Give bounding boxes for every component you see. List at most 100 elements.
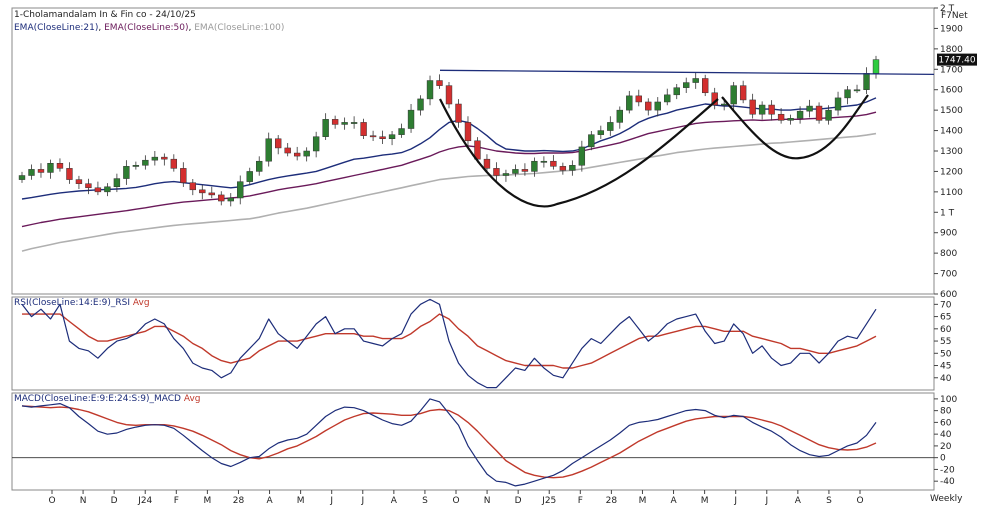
price-tick-label: 1200 [940, 167, 963, 177]
rsi-tick-label: 40 [940, 374, 952, 384]
pattern-annotations [439, 69, 935, 208]
rsi-panel-frame [11, 296, 935, 391]
candle-body [815, 105, 823, 121]
price-tick-label: 1900 [940, 24, 963, 34]
candle-body [664, 94, 671, 103]
price-tick-label: 1800 [940, 45, 963, 55]
price-y-axis: 2 T 1900 1800 1700 1600 1500 1400 1300 1200 1100 1… [934, 4, 963, 300]
candle-body [702, 78, 709, 94]
panel-frames [11, 7, 935, 491]
x-tick-label: A [795, 496, 802, 506]
rsi-y-axis: 70 65 60 55 50 45 40 [934, 300, 952, 384]
candle-body [398, 128, 405, 135]
candle-body [227, 197, 234, 202]
rsi-legend: RSI(CloseLine:14:E:9)_RSI Avg [14, 298, 150, 308]
candle-body [18, 175, 26, 180]
frequency-label: Weekly [930, 494, 963, 504]
candle-body [445, 85, 453, 105]
price-tick-label: 1500 [940, 106, 963, 116]
ema50-line [21, 111, 877, 228]
candle-body [806, 105, 813, 112]
candle-body [417, 98, 424, 111]
macd-avg-line [21, 405, 877, 479]
rsi-avg-line [22, 313, 877, 369]
legend-sep: , [98, 23, 105, 33]
candle-body [455, 103, 462, 123]
candle-body [540, 160, 548, 163]
candle-body [512, 169, 519, 174]
candle-body [322, 119, 329, 137]
macd-tick-label: 40 [940, 430, 952, 440]
x-tick-label: M [639, 496, 647, 506]
rsi-line [21, 298, 877, 389]
candle-body [550, 160, 557, 167]
price-tick-label: 800 [940, 249, 957, 259]
x-tick-label: J25 [541, 496, 556, 506]
candle-body [189, 182, 196, 191]
macd-tick-label: 20 [940, 442, 952, 452]
candle-body [853, 89, 861, 92]
candle-body [777, 113, 785, 121]
candle-body [407, 109, 415, 129]
legend-ema50: EMA(CloseLine:50) [104, 23, 189, 33]
candle-body [739, 85, 747, 101]
candle-body [834, 97, 842, 111]
x-tick-label: D [111, 496, 118, 506]
candle-body [113, 178, 121, 187]
candle-body [673, 87, 680, 96]
price-tick-label: 1600 [940, 86, 963, 96]
x-tick-label: A [391, 496, 398, 506]
x-tick-label: N [484, 496, 491, 506]
candle-body [28, 169, 35, 176]
candle-body [597, 130, 605, 135]
candle-body [502, 173, 510, 176]
x-tick-label: M [701, 496, 709, 506]
rsi-tick-label: 45 [940, 362, 951, 372]
rsi-tick-label: 70 [940, 300, 952, 310]
candlesticks [18, 55, 880, 207]
price-tick-label: 1300 [940, 147, 963, 157]
macd-tick-label: 60 [940, 418, 952, 428]
rsi-tick-label: 60 [940, 325, 952, 335]
x-tick-label: J [360, 496, 364, 506]
candle-body [104, 186, 111, 193]
ema100-line [21, 132, 877, 252]
candle-body [312, 136, 320, 152]
rsi-tick-label: 55 [940, 337, 951, 347]
candle-body [56, 163, 64, 169]
x-tick-label: D [515, 496, 522, 506]
macd-tick-label: -40 [940, 477, 955, 487]
candle-body [758, 104, 766, 115]
x-tick-label: M [297, 496, 305, 506]
candle-body [151, 156, 159, 161]
candle-body [75, 179, 83, 184]
last-price-label: 1747.40 [938, 56, 975, 66]
macd-legend-name: MACD(CloseLine:E:9:E:24:S:9)_MACD [14, 394, 181, 404]
candle-body [360, 122, 367, 136]
x-tick-label: 28 [606, 496, 618, 506]
candle-body [303, 150, 310, 157]
macd-tick-label: 0 [940, 454, 946, 464]
price-tick-label: 2 T [940, 4, 955, 14]
candle-body [85, 183, 92, 189]
candle-body [531, 160, 538, 172]
candle-body [825, 109, 832, 121]
x-tick-label: S [422, 496, 428, 506]
candle-body [237, 181, 244, 199]
price-tick-label: 1 T [940, 208, 955, 218]
price-panel-frame [11, 7, 935, 295]
last-price-marker: 1747.40 [937, 53, 977, 66]
candle-body [275, 138, 282, 149]
x-tick-label: J [733, 496, 737, 506]
candle-body [578, 146, 586, 166]
legend-sep: , [188, 23, 195, 33]
x-tick-label: F [174, 496, 179, 506]
x-tick-label: J24 [137, 496, 152, 506]
candle-body [37, 169, 45, 173]
macd-tick-label: 100 [940, 395, 957, 405]
candle-body [379, 136, 386, 139]
candle-body [341, 122, 348, 125]
x-tick-label: F [578, 496, 583, 506]
price-tick-label: 1400 [940, 127, 963, 137]
